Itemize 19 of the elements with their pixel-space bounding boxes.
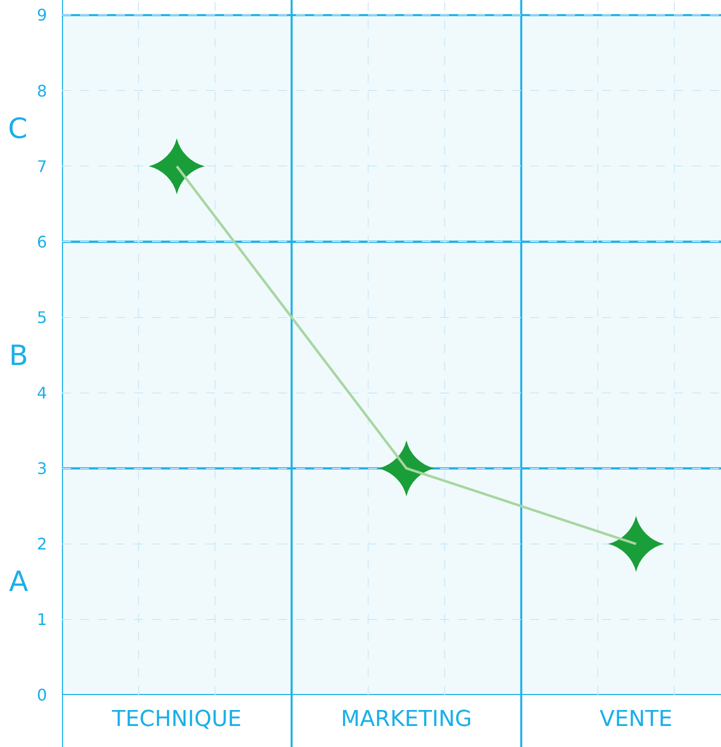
point <box>148 138 205 194</box>
band-label: B <box>9 339 28 372</box>
y-tick-label: 0 <box>36 686 47 705</box>
band-label: C <box>8 112 28 145</box>
x-tick-label: MARKETING <box>340 707 472 732</box>
y-tick-label: 4 <box>36 383 47 402</box>
y-tick-label: 5 <box>36 308 47 327</box>
y-tick-label: 3 <box>36 458 47 478</box>
point <box>378 440 434 496</box>
x-tick-label: TECHNIQUE <box>111 707 242 732</box>
y-tick-label: 7 <box>36 156 47 176</box>
band-label: A <box>9 565 28 598</box>
x-tick-label: VENTE <box>600 707 672 732</box>
y-tick-label: 6 <box>36 232 47 252</box>
y-tick-label: 2 <box>36 534 47 554</box>
y-tick-label: 8 <box>36 81 47 100</box>
point <box>608 516 664 572</box>
y-tick-label: 9 <box>36 6 47 25</box>
y-tick-label: 1 <box>36 610 47 630</box>
